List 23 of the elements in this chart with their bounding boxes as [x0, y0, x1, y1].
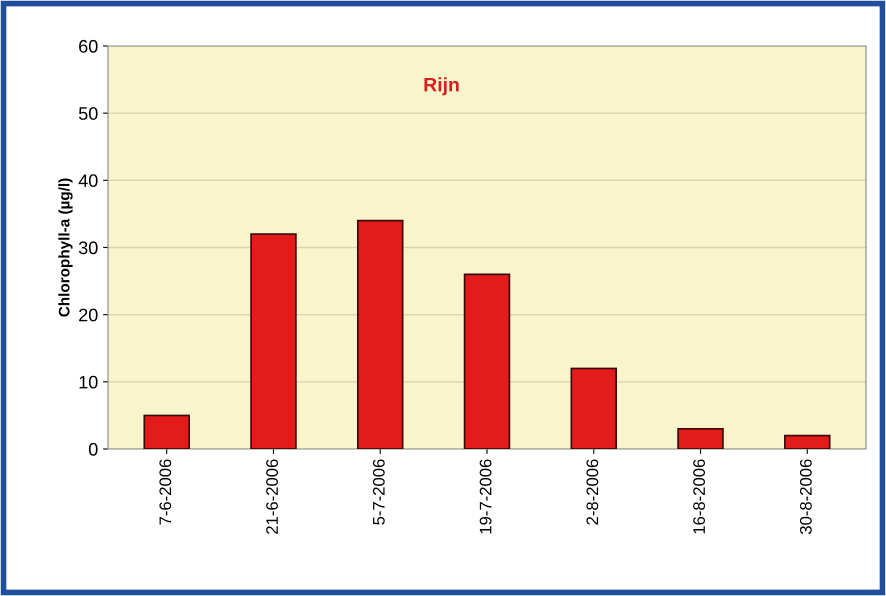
y-axis-title: Chlorophyll-a (µg/l) — [58, 178, 73, 317]
x-tick-label: 30-8-2006 — [800, 459, 812, 534]
x-tick-label: 5-7-2006 — [372, 459, 385, 525]
x-tick-label: 7-6-2006 — [159, 459, 172, 525]
bar — [677, 428, 724, 449]
x-tick-label: 2-8-2006 — [586, 459, 598, 525]
bar — [356, 220, 404, 449]
bar — [250, 233, 297, 449]
y-tick-label: 0 — [88, 442, 98, 456]
y-tick-label: 50 — [78, 107, 98, 120]
x-tick-label: 16-8-2006 — [693, 459, 705, 534]
y-tick-label: 40 — [78, 174, 98, 188]
y-tick-label: 20 — [79, 308, 98, 322]
bar — [570, 368, 618, 449]
bar — [143, 414, 190, 449]
x-tick-label: 21-6-2006 — [266, 459, 278, 534]
bar — [784, 434, 831, 449]
y-tick-label: 60 — [79, 40, 98, 53]
text: Rijn — [424, 77, 459, 96]
y-tick-label: 10 — [80, 376, 98, 389]
y-tick-label: 30 — [78, 241, 98, 254]
x-tick-label: 19-7-2006 — [480, 459, 492, 534]
bar — [464, 274, 510, 449]
